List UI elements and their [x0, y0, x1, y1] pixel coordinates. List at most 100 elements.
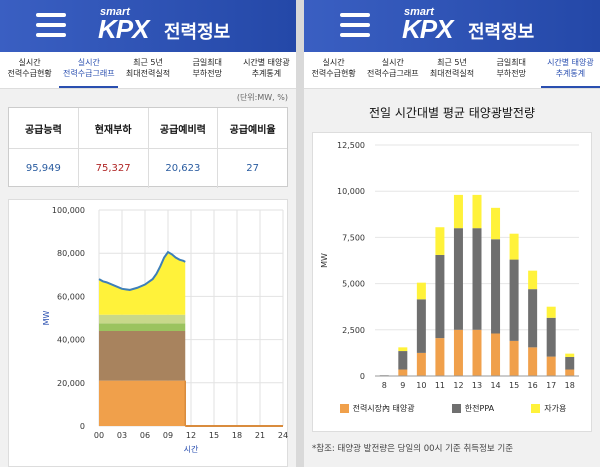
bar-segment [528, 347, 538, 376]
bar-segment [472, 228, 482, 330]
area-band-0 [99, 380, 186, 426]
menu-icon[interactable] [36, 13, 66, 37]
x-tick-label: 14 [490, 381, 500, 390]
bar-segment [491, 333, 501, 376]
y-axis-label: MW [320, 253, 329, 268]
area-chart-svg: 00 03 06 09 12 15 18 21 24 0 20,000 40,000 60,000 80,… [42, 206, 288, 454]
app-header: smart KPX 전력정보 [304, 0, 600, 52]
x-tick-label: 17 [546, 381, 556, 390]
value-reserve-power: 20,623 [147, 149, 218, 188]
header-reserve-power: 공급예비력 [147, 108, 218, 148]
header-supply-capacity: 공급능력 [24, 124, 62, 136]
legend-market-solar[interactable]: 전력시장內 태양광 [339, 403, 415, 414]
bar-segment [565, 353, 575, 357]
x-tick-label: 15 [209, 431, 219, 440]
bar-segment [546, 317, 556, 357]
x-tick-label: 18 [232, 431, 242, 440]
bar-segment [472, 194, 482, 229]
area-band-3 [99, 314, 186, 324]
x-tick-label: 15 [509, 381, 519, 390]
tab-hourly-solar[interactable]: 시간별 태양광 추계통계 [243, 58, 290, 78]
x-tick-label: 10 [416, 381, 426, 390]
bar-segment [416, 352, 426, 376]
x-tick-label: 16 [528, 381, 538, 390]
bar-segment [472, 329, 482, 376]
y-tick-label: 7,500 [342, 233, 365, 242]
bar-segment [509, 259, 519, 341]
tab-realtime-graph[interactable]: 실시간 전력수급그래프 [367, 58, 419, 78]
y-tick-label: 0 [80, 422, 85, 431]
x-tick-label: 12 [186, 431, 196, 440]
right-screen: smart KPX 전력정보 실시간 전력수급현황 실시간 전력수급그래프 최근… [304, 0, 600, 467]
tab-realtime-graph[interactable]: 실시간 전력수급그래프 [59, 52, 119, 88]
bar-segment [416, 299, 426, 353]
legend-swatch [339, 404, 349, 413]
y-tick-label: 12,500 [337, 141, 365, 150]
y-tick-label: 2,500 [342, 326, 365, 335]
bar-segment [435, 227, 445, 255]
y-tick-label: 80,000 [57, 249, 85, 258]
left-screen: smart KPX 전력정보 실시간 전력수급현황 실시간 전력수급그래프 최근… [0, 0, 296, 467]
y-tick-label: 60,000 [57, 292, 85, 301]
tab-bar: 실시간 전력수급현황 실시간 전력수급그래프 최근 5년 최대전력실적 금일최대… [304, 52, 600, 89]
header-reserve-rate: 공급예비율 [217, 108, 287, 148]
unit-label: (단위:MW, %) [236, 93, 288, 102]
bar-segment [398, 347, 408, 352]
x-tick-label: 00 [94, 431, 104, 440]
reference-note: *참조: 태양광 발전량은 당일의 00시 기준 취득정보 기준 [312, 444, 514, 454]
x-tick-label: 21 [255, 431, 265, 440]
x-tick-label: 18 [565, 381, 575, 390]
bar-segment [416, 282, 426, 300]
tab-today-peak-forecast[interactable]: 금일최대 부하전망 [496, 58, 526, 78]
x-tick-label: 03 [117, 431, 127, 440]
x-tick-label: 09 [163, 431, 173, 440]
tab-five-year-peak[interactable]: 최근 5년 최대전력실적 [429, 58, 475, 78]
bar-segment [509, 340, 519, 376]
x-tick-label: 8 [382, 381, 387, 390]
legend-self-use[interactable]: 자가용 [531, 403, 566, 414]
bar-segment [565, 369, 575, 376]
x-tick-label: 9 [400, 381, 405, 390]
tab-bar: 실시간 전력수급현황 실시간 전력수급그래프 최근 5년 최대전력실적 금일최대… [0, 52, 296, 89]
legend-kepco-ppa[interactable]: 한전PPA [451, 403, 494, 414]
tab-realtime-status[interactable]: 실시간 전력수급현황 [7, 58, 52, 78]
load-line [98, 250, 186, 291]
y-tick-label: 10,000 [337, 187, 365, 196]
legend-swatch [451, 404, 461, 413]
tab-hourly-solar[interactable]: 시간별 태양광 추계통계 [540, 52, 600, 88]
bar-segment [491, 207, 501, 240]
tab-five-year-peak[interactable]: 최근 5년 최대전력실적 [125, 58, 171, 78]
bar-segment [546, 356, 556, 376]
y-tick-label: 5,000 [342, 280, 365, 289]
bar-segment [453, 228, 463, 330]
area-band-4 [99, 252, 186, 315]
bar-segment [453, 329, 463, 376]
x-tick-label: 11 [435, 381, 445, 390]
chart-legend: 전력시장內 태양광 한전PPA 자가용 [321, 403, 585, 414]
menu-icon[interactable] [340, 13, 370, 37]
bar-segment [509, 233, 519, 260]
app-header: smart KPX 전력정보 [0, 0, 296, 52]
area-band-1 [99, 330, 186, 381]
bar-segment [435, 338, 445, 376]
x-tick-label: 12 [453, 381, 463, 390]
bar-segment [528, 289, 538, 348]
stats-value-row: 95,949 75,327 20,623 27 [9, 148, 287, 188]
x-tick-label: 24 [278, 431, 288, 440]
value-current-load: 75,327 [77, 149, 148, 188]
header-current-load: 현재부하 [77, 108, 148, 148]
y-tick-label: 0 [360, 372, 365, 381]
y-tick-label: 20,000 [57, 379, 85, 388]
bar-segment [435, 254, 445, 339]
y-axis-label: MW [42, 311, 51, 326]
bar-segment [546, 306, 556, 318]
app-title: 전력정보 [468, 22, 535, 43]
y-tick-label: 100,000 [52, 206, 85, 215]
value-supply-capacity: 95,949 [25, 163, 61, 174]
bar-chart-svg: 0 2,500 5,000 7,500 10,000 12,500 MW 8 9 10 11 12 13… [320, 141, 579, 390]
value-reserve-rate: 27 [217, 149, 287, 188]
tab-today-peak-forecast[interactable]: 금일최대 부하전망 [192, 58, 222, 78]
tab-realtime-status[interactable]: 실시간 전력수급현황 [311, 58, 356, 78]
bar-segment [491, 239, 501, 334]
app-title: 전력정보 [164, 22, 231, 43]
